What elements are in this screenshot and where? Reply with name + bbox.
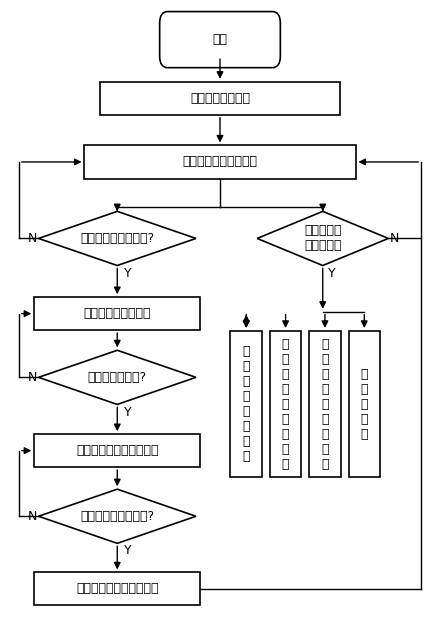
Bar [84,145,356,179]
Bar [34,572,200,605]
Text: 微
机
管
理
系
统
通
信: 微 机 管 理 系 统 通 信 [242,345,250,463]
Text: 接收到列车到位信号?: 接收到列车到位信号? [80,232,154,245]
Text: 电压大于规定值?: 电压大于规定值? [88,371,147,384]
Text: 二极管、熔
断器等故障: 二极管、熔 断器等故障 [304,225,341,252]
Text: 触发大功率电子开关导通: 触发大功率电子开关导通 [76,444,158,457]
Polygon shape [39,489,196,543]
Polygon shape [39,211,196,266]
Text: 继
电
器
输
出: 继 电 器 输 出 [360,367,368,440]
FancyBboxPatch shape [160,12,280,68]
Text: 综
合
自
动
化
中
心
通
信: 综 合 自 动 化 中 心 通 信 [282,338,290,470]
Bar [270,331,301,477]
Text: Y: Y [125,406,132,419]
Text: N: N [27,510,37,523]
Text: Y: Y [125,545,132,557]
Polygon shape [39,350,196,404]
Text: 接收到列车离开信号?: 接收到列车离开信号? [80,510,154,523]
Bar [34,297,200,330]
Text: N: N [27,232,37,245]
Text: 开始: 开始 [213,33,227,46]
Bar [348,331,380,477]
Text: N: N [390,232,400,245]
Text: 触发大功率电子开关截止: 触发大功率电子开关截止 [76,582,158,595]
Text: 监测单向导通工作状态: 监测单向导通工作状态 [183,156,257,168]
Text: 采集绝缘结电压信号: 采集绝缘结电压信号 [84,307,151,320]
Text: 发
光
二
级
管
故
障
显
示: 发 光 二 级 管 故 障 显 示 [321,338,329,470]
Bar [34,434,200,467]
Text: N: N [27,371,37,384]
Text: Y: Y [328,267,335,280]
Text: 智能控制器初始化: 智能控制器初始化 [190,92,250,105]
Polygon shape [257,211,389,266]
Bar [309,331,341,477]
Bar [100,82,340,115]
Text: Y: Y [125,267,132,280]
Bar [231,331,262,477]
